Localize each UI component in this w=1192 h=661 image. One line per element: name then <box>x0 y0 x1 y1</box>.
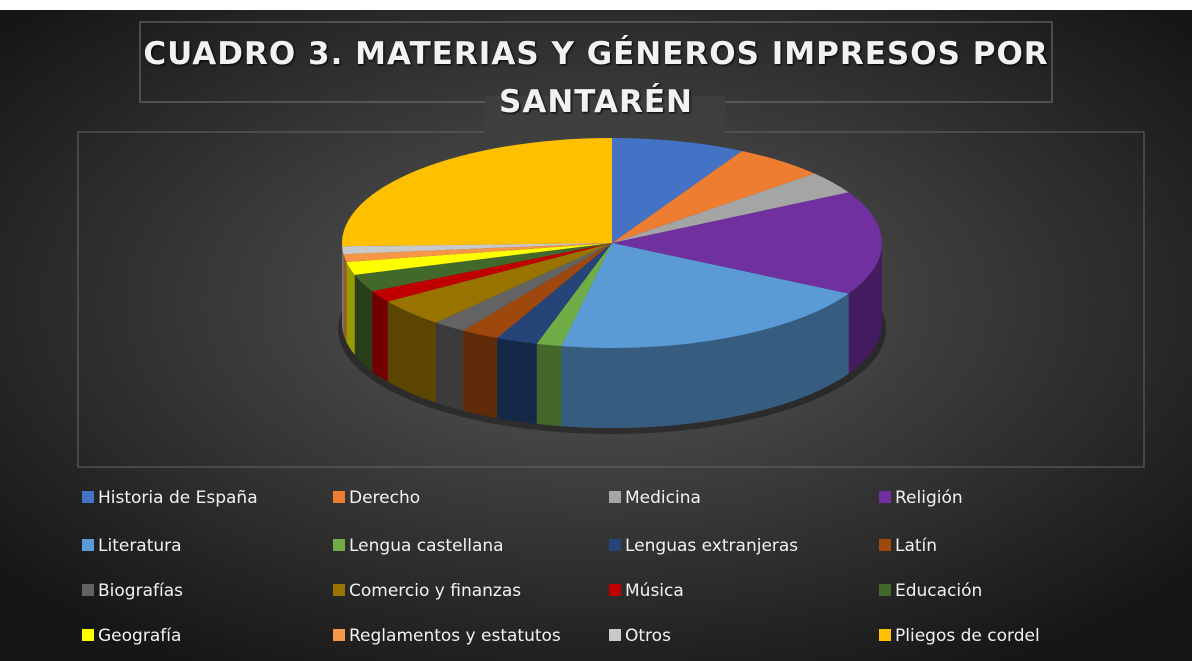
legend-label: Biografías <box>98 581 183 601</box>
slice-side <box>561 293 849 428</box>
legend: Historia de España Derecho Medicina Religió… <box>82 488 1040 646</box>
legend-swatch <box>879 629 891 641</box>
legend-label: Literatura <box>98 536 182 556</box>
legend-swatch <box>82 629 94 641</box>
slice-side-shade <box>346 262 355 355</box>
slice-side <box>354 274 373 372</box>
slice <box>536 243 612 347</box>
title-backdrop <box>485 96 725 136</box>
slice-side <box>387 301 437 403</box>
slice <box>612 192 882 294</box>
legend-label: Historia de España <box>98 488 258 508</box>
slice-side <box>343 254 347 343</box>
legend-label: Pliegos de cordel <box>895 626 1040 646</box>
legend-swatch <box>82 539 94 551</box>
legend-label: Comercio y finanzas <box>349 581 521 601</box>
legend-swatch <box>609 629 621 641</box>
slice <box>372 243 612 302</box>
legend-swatch <box>609 491 621 503</box>
slice-side-shade <box>354 274 373 372</box>
legend-swatch <box>879 539 891 551</box>
legend-swatch <box>333 629 345 641</box>
slice-side <box>372 291 388 382</box>
slice-side <box>346 262 355 355</box>
slice <box>612 173 849 243</box>
slice <box>612 138 743 243</box>
legend-label: Medicina <box>625 488 701 508</box>
slice-side-shade <box>497 338 537 424</box>
legend-label: Religión <box>895 488 963 508</box>
slice <box>343 243 612 263</box>
slice <box>561 243 849 348</box>
slice-side-shade <box>372 291 388 382</box>
legend-label: Música <box>625 581 684 601</box>
slice <box>346 243 612 275</box>
slice <box>612 150 815 243</box>
slice <box>387 243 612 323</box>
slice-side-shade <box>536 343 562 427</box>
legend-swatch <box>82 584 94 596</box>
slice-side-shade <box>463 330 498 419</box>
slice-side <box>463 330 498 419</box>
legend-label: Geografía <box>98 626 181 646</box>
slice-side-shade <box>343 254 347 343</box>
legend-swatch <box>333 584 345 596</box>
legend-swatch <box>82 491 94 503</box>
slice <box>342 138 612 247</box>
slice <box>463 243 612 339</box>
legend-label: Otros <box>625 626 671 646</box>
slice-side-shade <box>387 301 437 403</box>
legend-label: Lenguas extranjeras <box>625 536 798 556</box>
slice-side <box>848 243 882 374</box>
slice-side <box>536 343 562 427</box>
legend-label: Derecho <box>349 488 420 508</box>
slice-side-shade <box>342 246 344 335</box>
slice-side <box>497 338 537 424</box>
legend-swatch <box>609 584 621 596</box>
legend-label: Reglamentos y estatutos <box>349 626 561 646</box>
legend-swatch <box>333 491 345 503</box>
slice-side <box>342 246 344 335</box>
slice-side-shade <box>561 293 849 428</box>
legend-swatch <box>879 491 891 503</box>
chart-title: CUADRO 3. MATERIAS Y GÉNEROS IMPRESOS PO… <box>143 36 1049 120</box>
slice <box>342 243 612 255</box>
slice-side-shade <box>436 322 464 411</box>
legend-swatch <box>879 584 891 596</box>
legend-label: Educación <box>895 581 982 601</box>
slice-side-shade <box>848 243 882 374</box>
legend-swatch <box>609 539 621 551</box>
slice-side <box>436 322 464 411</box>
legend-label: Latín <box>895 536 937 556</box>
legend-label: Lengua castellana <box>349 536 504 556</box>
legend-swatch <box>333 539 345 551</box>
slice <box>436 243 612 331</box>
pie <box>338 138 886 434</box>
slice <box>354 243 612 292</box>
slice <box>497 243 612 344</box>
